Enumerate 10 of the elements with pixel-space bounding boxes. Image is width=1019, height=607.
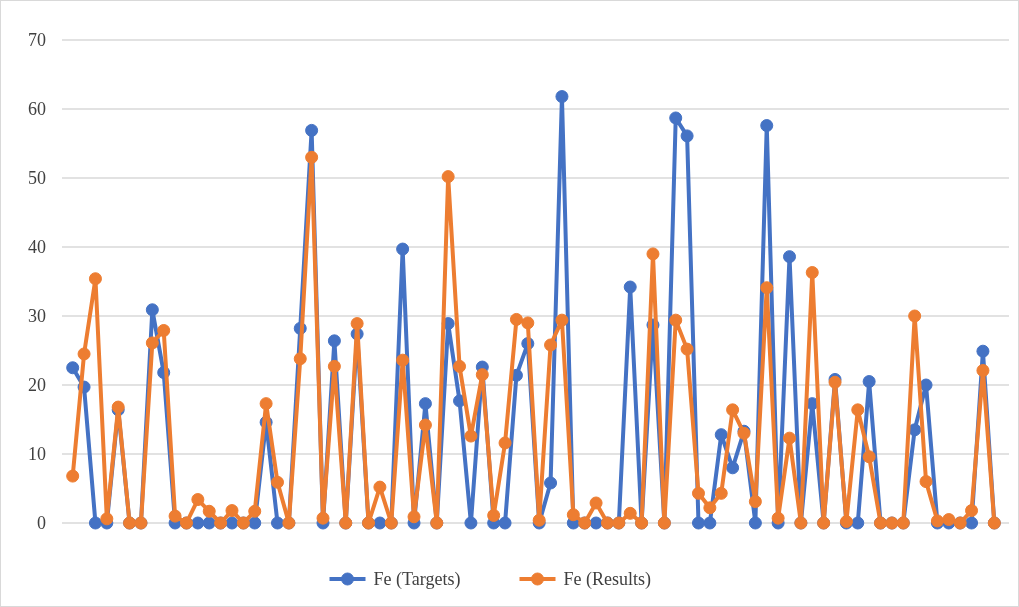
y-tick-label: 40 <box>28 237 46 258</box>
y-tick-label: 10 <box>28 444 46 465</box>
y-tick-label: 70 <box>28 30 46 51</box>
y-tick-label: 60 <box>28 99 46 120</box>
y-tick-label: 30 <box>28 306 46 327</box>
legend-label: Fe (Targets) <box>373 569 461 591</box>
legend-label: Fe (Results) <box>563 569 651 591</box>
y-tick-label: 20 <box>28 375 46 396</box>
y-tick-label: 50 <box>28 168 46 189</box>
y-tick-label: 0 <box>37 513 46 534</box>
